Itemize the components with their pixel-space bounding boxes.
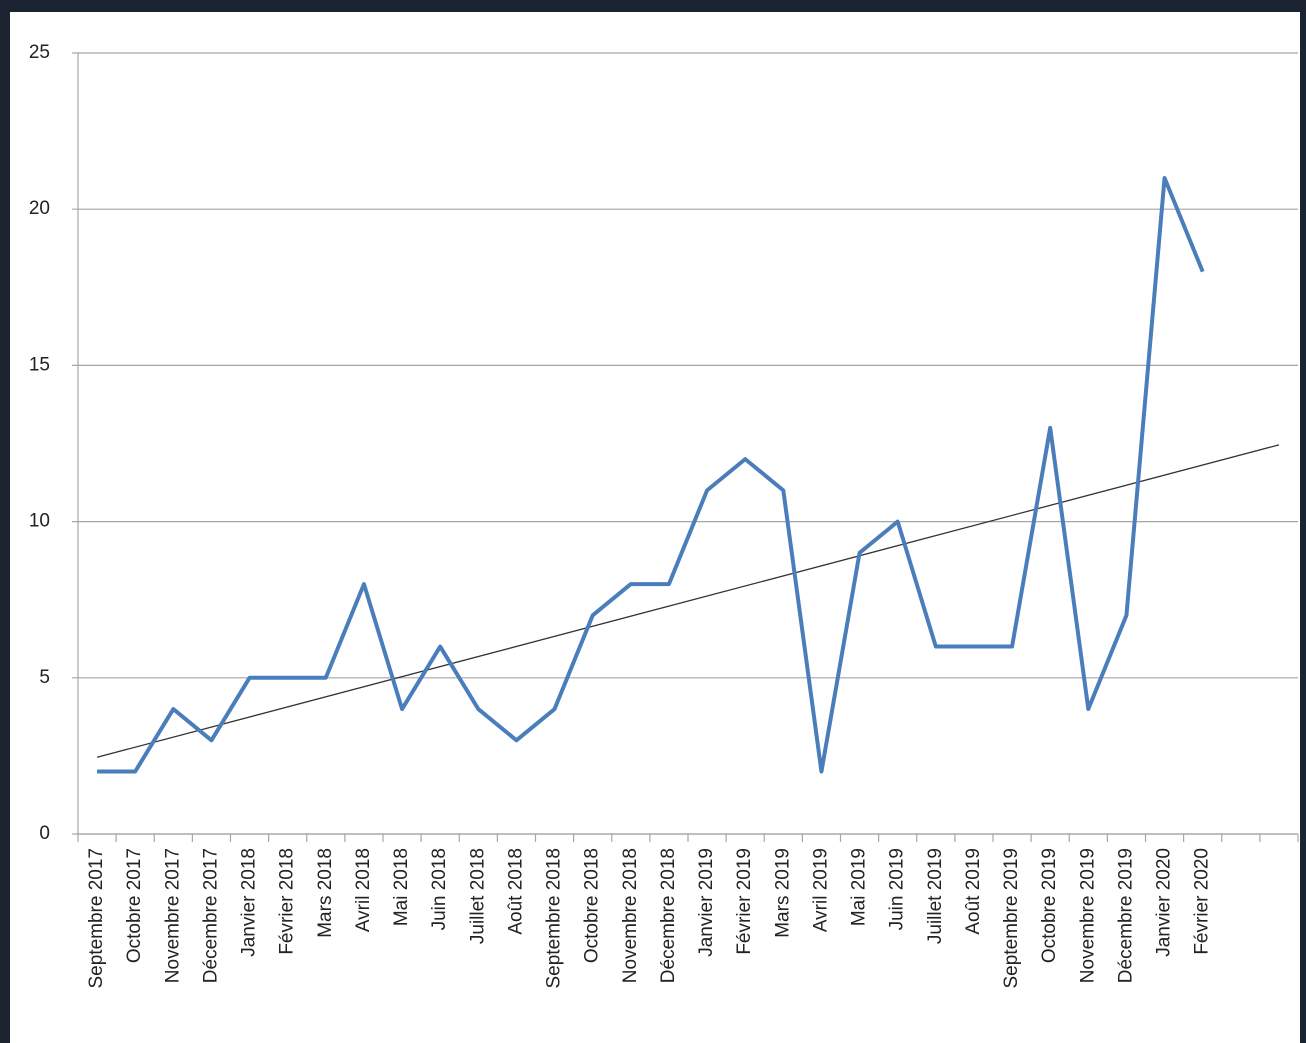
x-tick-label: Juin 2019 [887,848,908,930]
x-tick-label: Décembre 2018 [658,848,679,983]
x-tick-label: Décembre 2019 [1115,848,1136,983]
x-tick-label: Avril 2019 [810,848,831,932]
x-tick-label: Mai 2018 [391,848,412,926]
x-tick-label: Octobre 2017 [124,848,145,963]
trendline [96,444,1280,758]
x-tick-label: Décembre 2017 [200,848,221,983]
x-tick-label: Septembre 2017 [86,848,107,989]
x-tick-label: Juin 2018 [429,848,450,930]
x-tick-label: Janvier 2019 [696,848,717,957]
y-tick-label: 20 [29,198,50,219]
y-tick-label: 5 [39,667,50,688]
x-tick-label: Janvier 2020 [1154,848,1175,957]
x-tick-label: Mars 2019 [772,848,793,938]
data-line [97,175,1205,774]
x-tick-label: Septembre 2019 [1001,848,1022,989]
x-tick-label: Février 2020 [1192,848,1213,955]
x-tick-label: Novembre 2019 [1077,848,1098,983]
y-tick-label: 15 [29,354,50,375]
x-tick-label: Février 2018 [277,848,298,955]
x-tick-label: Novembre 2017 [162,848,183,983]
x-tick-label: Avril 2018 [353,848,374,932]
y-tick-label: 10 [29,511,50,532]
x-tick-label: Mars 2018 [315,848,336,938]
x-tick-label: Octobre 2019 [1039,848,1060,963]
x-tick-label: Mai 2019 [849,848,870,926]
y-tick-label: 25 [29,42,50,63]
x-tick-label: Novembre 2018 [620,848,641,983]
x-tick-label: Août 2019 [963,848,984,935]
x-tick-label: Octobre 2018 [582,848,603,963]
y-tick-label: 0 [39,823,50,844]
x-tick-label: Août 2018 [505,848,526,935]
x-tick-label: Janvier 2018 [239,848,260,957]
x-tick-label: Septembre 2018 [544,848,565,989]
x-tick-label: Février 2019 [734,848,755,955]
x-tick-label: Juillet 2019 [925,848,946,944]
x-tick-label: Juillet 2018 [467,848,488,944]
chart-background [10,12,1300,1043]
